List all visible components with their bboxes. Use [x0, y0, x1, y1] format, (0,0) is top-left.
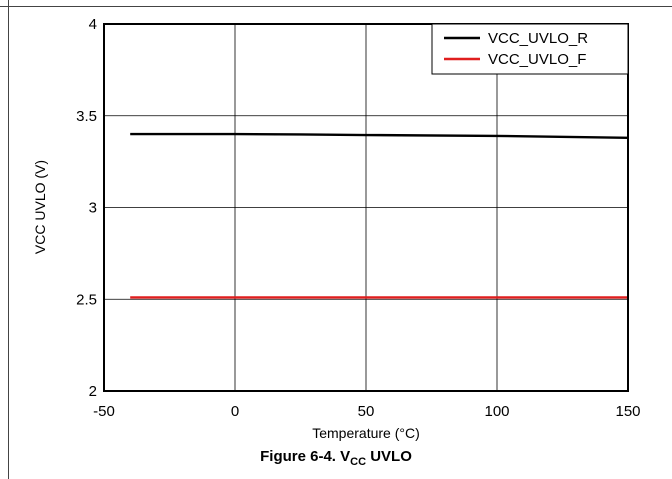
x-tick-label: 50 [358, 403, 375, 420]
chart-legend: VCC_UVLO_R VCC_UVLO_F [431, 23, 629, 75]
y-tick-label: 2.5 [76, 291, 97, 308]
y-tick-label: 3 [89, 200, 97, 217]
figure-caption: Figure 6-4. VCC UVLO [0, 448, 672, 468]
figure-caption-suffix: UVLO [366, 448, 412, 465]
y-tick-label: 3.5 [76, 108, 97, 125]
legend-label: VCC_UVLO_F [488, 51, 586, 68]
chart-series-layer [130, 132, 629, 299]
y-tick-label: 2 [89, 383, 97, 400]
y-axis-label: VCC UVLO (V) [32, 160, 48, 254]
x-tick-label: 150 [615, 403, 640, 420]
legend-box [431, 23, 629, 75]
figure-caption-subscript: CC [350, 456, 367, 468]
series-line-vcc-uvlo-r [130, 132, 629, 139]
x-axis-label: Temperature (°C) [312, 425, 420, 441]
x-tick-label: 100 [484, 403, 509, 420]
y-tick-label: 4 [89, 16, 97, 33]
legend-label: VCC_UVLO_R [488, 30, 588, 47]
figure-caption-prefix: Figure 6-4. V [260, 448, 351, 465]
x-tick-label: -50 [93, 403, 115, 420]
chart-tick-labels: -50 0 50 100 150 2 2.5 3 3.5 4 [76, 16, 640, 420]
plot-area-border [103, 23, 629, 392]
x-tick-label: 0 [231, 403, 239, 420]
chart-grid [104, 24, 628, 391]
